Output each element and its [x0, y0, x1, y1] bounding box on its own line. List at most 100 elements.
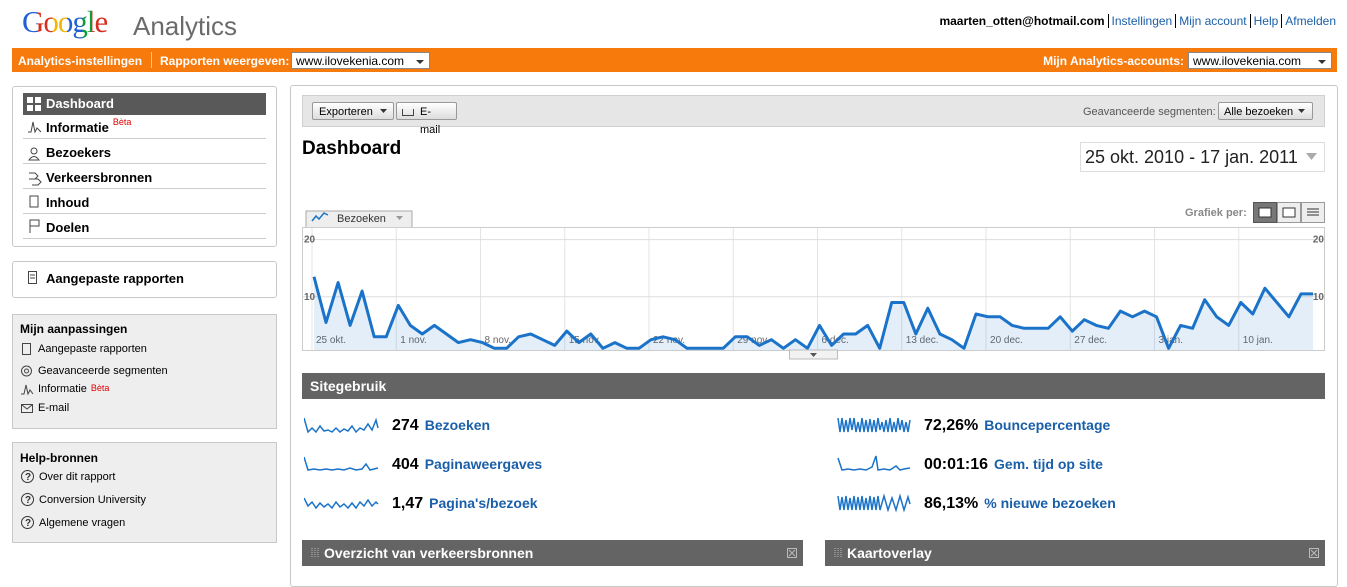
date-arrow	[1306, 153, 1317, 160]
settings-link[interactable]: Analytics-instellingen	[18, 54, 143, 68]
orange-bar	[12, 48, 1337, 72]
header-link[interactable]: Mijn account	[1175, 14, 1249, 28]
x-tick-label: 3 jan.	[1159, 335, 1183, 346]
custom-reports-box	[12, 261, 277, 298]
x-tick-label: 25 okt.	[316, 335, 346, 346]
chart-frame	[302, 227, 1325, 351]
header-link[interactable]: Afmelden	[1281, 14, 1336, 28]
toolbar	[302, 95, 1325, 127]
metric-value: 274	[392, 417, 419, 434]
metric-link[interactable]: Gem. tijd op site	[994, 456, 1103, 472]
nav-item[interactable]: Doelen	[23, 217, 266, 239]
nav-item[interactable]: Inhoud	[23, 192, 266, 214]
help-link[interactable]: Conversion University	[39, 494, 146, 506]
sparklines	[304, 417, 911, 513]
separator	[151, 52, 152, 68]
y-tick-label: 10	[1313, 292, 1325, 303]
metric-value: 72,26%	[924, 417, 979, 434]
panel-header: Overzicht van verkeersbronnen	[302, 540, 803, 566]
nav-item[interactable]: Bezoekers	[23, 142, 266, 164]
page-body: Google Analytics maarten_otten@hotmail.c…	[12, 4, 1338, 587]
collapse-arrow	[810, 353, 817, 357]
x-tick-label: 27 dec.	[1074, 335, 1107, 346]
x-tick-label: 22 nov.	[653, 335, 685, 346]
dashboard-icon	[27, 97, 41, 111]
section-title: Mijn aanpassingen	[20, 322, 128, 336]
metric: 1,47 Pagina's/bezoek	[392, 495, 538, 513]
customization-link[interactable]: Geavanceerde segmenten	[38, 365, 168, 377]
custom-reports-link[interactable]: Aangepaste rapporten	[46, 271, 184, 286]
metric: 00:01:16 Gem. tijd op site	[924, 456, 1103, 474]
nav-item[interactable]: Informatie Bèta	[23, 117, 266, 139]
metric: 274 Bezoeken	[392, 417, 490, 435]
legend-label: Bezoeken	[337, 213, 386, 225]
logo-google-text: Google	[22, 4, 108, 39]
graph-by-buttons[interactable]	[1253, 202, 1325, 224]
panel-icons	[311, 548, 1319, 558]
beta-label: Bèta	[112, 117, 132, 127]
section-title: Help-bronnen	[20, 451, 98, 465]
line-area	[314, 276, 1313, 350]
panel-header: Kaartoverlay	[825, 540, 1325, 566]
nav-label: Informatie	[46, 120, 109, 135]
reports-select[interactable]: www.ilovekenia.com	[291, 52, 430, 69]
svg-text:?: ?	[25, 518, 31, 529]
header-link[interactable]: Help	[1249, 14, 1282, 28]
x-tick-label: 8 nov.	[485, 335, 512, 346]
segments-select[interactable]: Alle bezoeken	[1218, 102, 1313, 120]
nav-item[interactable]: Verkeersbronnen	[23, 167, 266, 189]
svg-text:?: ?	[25, 495, 31, 506]
customizations-box	[12, 314, 277, 429]
metric: 404 Paginaweergaves	[392, 456, 542, 474]
metric-link[interactable]: % nieuwe bezoeken	[984, 495, 1116, 511]
export-button[interactable]: Exporteren	[312, 102, 394, 120]
line	[312, 276, 1313, 350]
date-range[interactable]: 25 okt. 2010 - 17 jan. 2011	[1085, 147, 1298, 167]
x-tick-label: 10 jan.	[1243, 335, 1273, 346]
page: {"header": {"logo_google": "Google", "lo…	[12, 4, 1338, 587]
customization-icons	[21, 343, 34, 413]
metric-link[interactable]: Paginaweergaves	[424, 456, 543, 472]
toolbar-icons	[380, 109, 414, 116]
page-title: Dashboard	[302, 138, 402, 159]
help-link[interactable]: Algemene vragen	[39, 517, 126, 529]
x-tick-label: 20 dec.	[990, 335, 1023, 346]
help-link[interactable]: Over dit rapport	[39, 471, 116, 483]
logo-analytics: Analytics	[133, 11, 238, 41]
help-box	[12, 442, 277, 543]
metric-link[interactable]: Bezoeken	[424, 417, 491, 433]
metric-link[interactable]: Pagina's/bezoek	[429, 495, 538, 511]
accounts-label: Mijn Analytics-accounts:	[1043, 54, 1184, 68]
x-tick-label: 13 dec.	[906, 335, 939, 346]
nav-icons	[28, 121, 42, 233]
graph-by-label: Grafiek per:	[1185, 207, 1247, 219]
customization-link[interactable]: Aangepaste rapporten	[38, 343, 147, 355]
segments-label: Geavanceerde segmenten:	[1083, 106, 1216, 118]
tab-arrow	[396, 216, 403, 220]
metric-value: 00:01:16	[924, 456, 989, 473]
customization-label: Informatie	[38, 383, 87, 395]
metric: 86,13% % nieuwe bezoeken	[924, 495, 1116, 513]
y-tick-label: 10	[304, 292, 316, 303]
date-box[interactable]	[1080, 142, 1325, 172]
help-icons: ???	[21, 470, 34, 529]
beta-label: Bèta	[90, 383, 110, 393]
x-tick-label: 15 nov.	[569, 335, 601, 346]
x-tick-label: 1 nov.	[400, 335, 427, 346]
metric-link[interactable]: Bouncepercentage	[984, 417, 1111, 433]
logo-google[interactable]: Google	[22, 4, 108, 40]
dropdown-arrow	[1298, 109, 1305, 113]
report-icon	[28, 271, 37, 284]
chart-tab	[305, 210, 413, 227]
nav-item[interactable]: Dashboard	[46, 96, 114, 111]
user-email: maarten_otten@hotmail.com	[939, 14, 1105, 28]
header-link[interactable]: Instellingen	[1107, 14, 1176, 28]
accounts-select[interactable]: www.ilovekenia.com	[1188, 52, 1332, 69]
customization-link[interactable]: E-mail	[38, 402, 70, 414]
reports-label: Rapporten weergeven:	[160, 54, 290, 68]
customization-link[interactable]: Informatie Bèta	[38, 383, 109, 395]
line-chart: Bezoeken 25 okt. 1 nov. 8 nov. 15 nov. 22 nov…	[302, 210, 1325, 360]
metric: 72,26% Bouncepercentage	[924, 417, 1110, 435]
metric-value: 404	[392, 456, 419, 473]
nav-selected-bg	[23, 93, 266, 115]
